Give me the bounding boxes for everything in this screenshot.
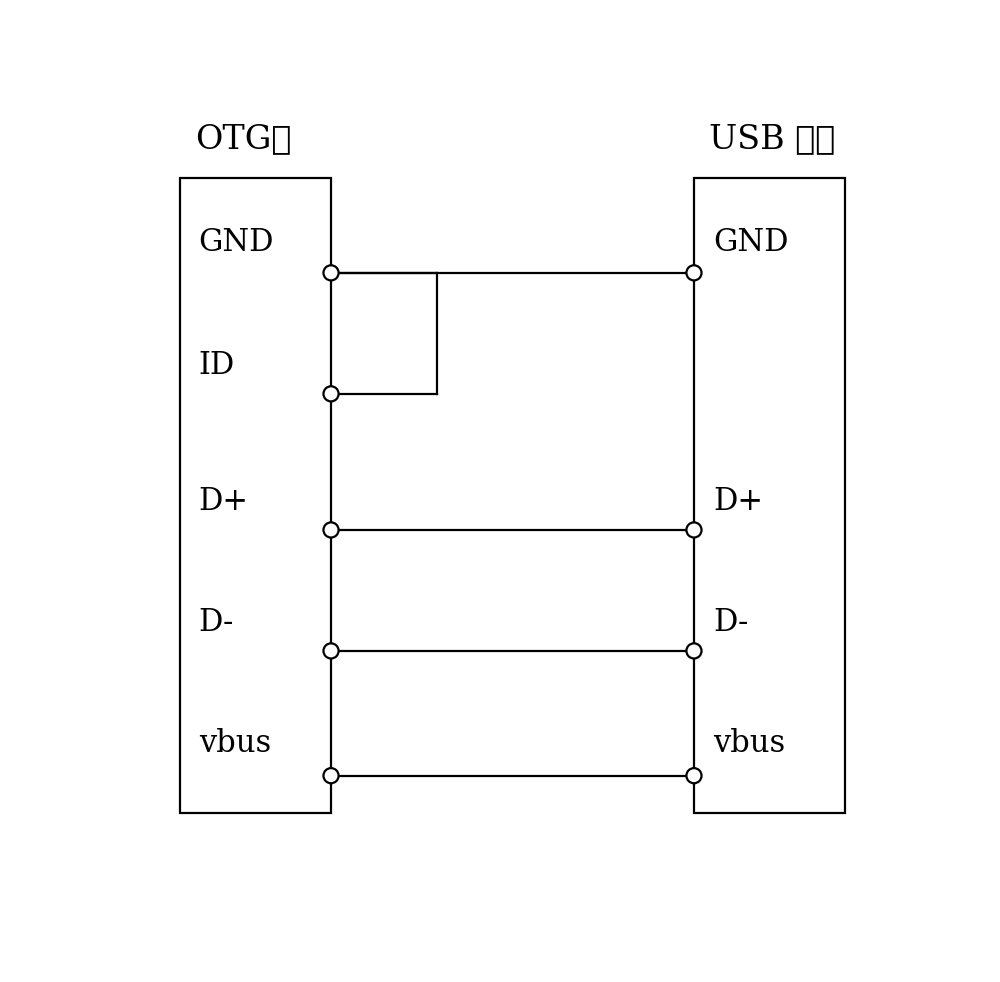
Circle shape	[323, 768, 339, 784]
Circle shape	[686, 265, 702, 281]
Text: vbus: vbus	[199, 729, 271, 759]
Text: D+: D+	[713, 486, 763, 518]
Text: D+: D+	[199, 486, 249, 518]
Circle shape	[323, 522, 339, 537]
Text: vbus: vbus	[713, 729, 785, 759]
Text: GND: GND	[713, 227, 788, 258]
Circle shape	[323, 265, 339, 281]
Text: GND: GND	[199, 227, 274, 258]
Text: ID: ID	[199, 351, 235, 381]
Text: D-: D-	[199, 608, 234, 638]
Text: OTG线: OTG线	[195, 124, 291, 156]
Circle shape	[686, 522, 702, 537]
Text: D-: D-	[713, 608, 748, 638]
Circle shape	[323, 643, 339, 659]
Circle shape	[686, 768, 702, 784]
Bar	[694, 179, 845, 813]
Bar	[180, 179, 331, 813]
Text: USB 接口: USB 接口	[709, 124, 835, 156]
Circle shape	[323, 386, 339, 402]
Circle shape	[686, 643, 702, 659]
